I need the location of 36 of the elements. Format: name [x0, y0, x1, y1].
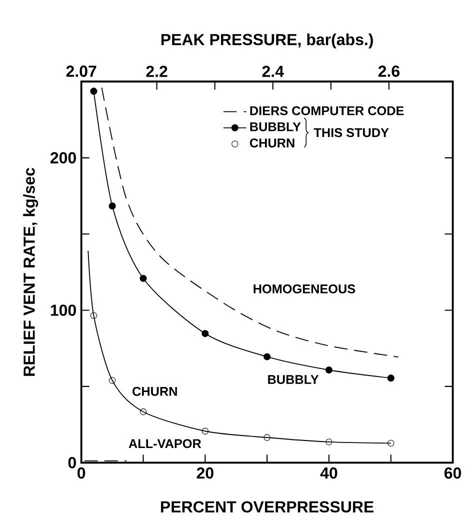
point — [326, 438, 332, 446]
x2-axis-title: PEAK PRESSURE, bar(abs.) — [161, 33, 373, 48]
x2-tick-label: 2.6 — [378, 66, 400, 77]
y-tick-label: 100 — [50, 304, 76, 316]
point — [264, 353, 271, 360]
x2-tick-label: 2.07 — [66, 66, 96, 77]
legend-label: DIERS COMPUTER CODE — [250, 106, 404, 116]
point — [90, 88, 98, 95]
point — [108, 202, 116, 210]
x-tick-label: 0 — [78, 467, 86, 479]
point — [140, 408, 147, 416]
point — [202, 428, 208, 434]
point — [388, 440, 394, 446]
point — [387, 374, 394, 382]
point — [264, 434, 270, 441]
point — [325, 366, 333, 374]
point — [108, 377, 116, 384]
point — [90, 312, 98, 319]
x2-tick-label: 2.2 — [146, 66, 168, 77]
y-tick-label: 0 — [68, 457, 76, 468]
point — [202, 330, 209, 338]
annotation: HOMOGENEOUS — [254, 284, 356, 294]
legend-label: CHURN — [250, 138, 294, 148]
x-tick-label: 60 — [444, 467, 462, 479]
annotation: ALL-VAPOR — [128, 439, 202, 448]
legend-label: BUBBLY — [250, 122, 301, 132]
y-axis-title: RELIEF VENT RATE, kg/sec — [23, 168, 38, 376]
annotation: CHURN — [132, 386, 177, 396]
y-tick-label: 200 — [50, 152, 76, 164]
x-tick-label: 40 — [320, 467, 338, 479]
x-axis-title: PERCENT OVERPRESSURE — [160, 501, 374, 513]
x-tick-label: 20 — [196, 467, 214, 479]
x2-tick-label: 2.4 — [262, 66, 284, 77]
annotation: THIS STUDY — [314, 128, 389, 138]
point — [140, 274, 147, 282]
annotation: BUBBLY — [268, 375, 319, 384]
